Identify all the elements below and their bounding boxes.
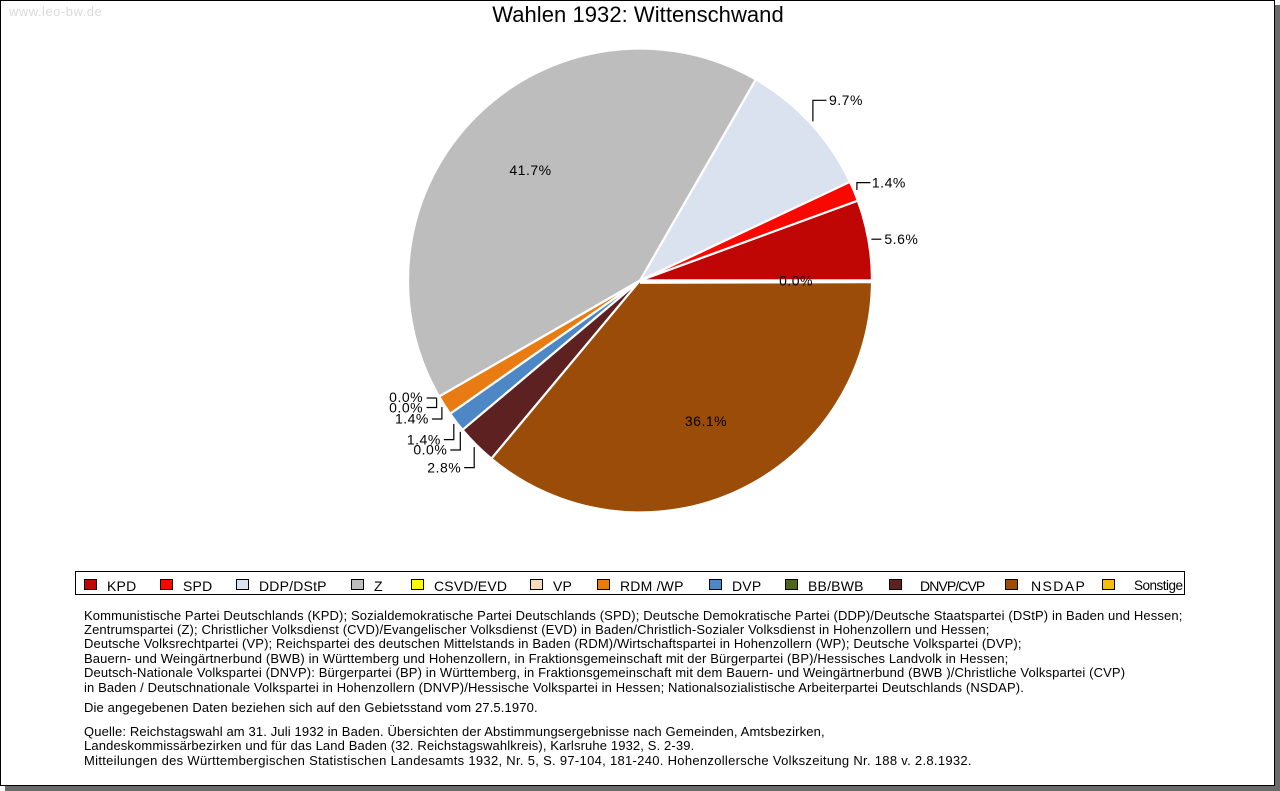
svg-text:0.0%: 0.0% bbox=[389, 400, 423, 416]
svg-text:0.0%: 0.0% bbox=[413, 442, 447, 458]
svg-text:9.7%: 9.7% bbox=[829, 92, 863, 108]
svg-text:1.4%: 1.4% bbox=[395, 411, 429, 427]
svg-text:41.7%: 41.7% bbox=[509, 162, 551, 178]
svg-text:5.6%: 5.6% bbox=[884, 231, 918, 247]
svg-text:0.0%: 0.0% bbox=[779, 273, 813, 289]
svg-text:1.4%: 1.4% bbox=[872, 174, 906, 190]
svg-text:2.8%: 2.8% bbox=[427, 459, 461, 475]
svg-text:0.0%: 0.0% bbox=[389, 389, 423, 405]
svg-text:36.1%: 36.1% bbox=[685, 413, 727, 429]
svg-text:1.4%: 1.4% bbox=[407, 431, 441, 447]
